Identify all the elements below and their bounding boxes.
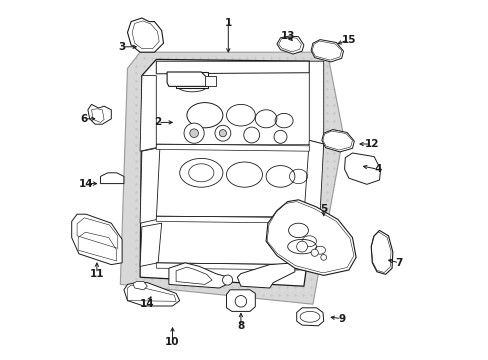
Text: 14: 14 bbox=[79, 179, 93, 189]
Polygon shape bbox=[204, 76, 215, 86]
Polygon shape bbox=[310, 40, 343, 62]
Polygon shape bbox=[101, 173, 123, 184]
Circle shape bbox=[296, 241, 307, 252]
Polygon shape bbox=[303, 140, 323, 216]
Polygon shape bbox=[120, 52, 343, 304]
Polygon shape bbox=[140, 76, 156, 151]
Circle shape bbox=[215, 125, 230, 141]
Circle shape bbox=[189, 129, 198, 138]
Polygon shape bbox=[156, 144, 309, 151]
Polygon shape bbox=[237, 263, 294, 288]
Text: 3: 3 bbox=[118, 42, 125, 52]
Polygon shape bbox=[321, 130, 354, 152]
Polygon shape bbox=[168, 263, 230, 288]
Text: 7: 7 bbox=[395, 258, 402, 268]
Text: 13: 13 bbox=[280, 31, 294, 41]
Circle shape bbox=[273, 130, 286, 143]
Circle shape bbox=[244, 127, 259, 143]
Polygon shape bbox=[309, 61, 323, 144]
Polygon shape bbox=[88, 104, 111, 124]
Circle shape bbox=[320, 255, 326, 260]
Circle shape bbox=[219, 130, 226, 137]
Polygon shape bbox=[127, 18, 163, 52]
Polygon shape bbox=[156, 61, 309, 74]
Text: 5: 5 bbox=[320, 204, 326, 214]
Text: 15: 15 bbox=[341, 35, 355, 45]
Polygon shape bbox=[140, 59, 323, 286]
Polygon shape bbox=[226, 290, 255, 311]
Polygon shape bbox=[72, 214, 122, 265]
Circle shape bbox=[310, 249, 318, 256]
Text: 1: 1 bbox=[224, 18, 231, 28]
Text: 11: 11 bbox=[89, 269, 104, 279]
Text: 10: 10 bbox=[165, 337, 180, 347]
Text: 9: 9 bbox=[337, 314, 345, 324]
Polygon shape bbox=[140, 223, 162, 266]
Polygon shape bbox=[176, 72, 208, 88]
Circle shape bbox=[183, 123, 204, 143]
Text: 8: 8 bbox=[237, 321, 244, 331]
Text: 12: 12 bbox=[365, 139, 379, 149]
Text: 14: 14 bbox=[140, 299, 154, 309]
Text: 4: 4 bbox=[373, 164, 381, 174]
Polygon shape bbox=[265, 200, 355, 275]
Polygon shape bbox=[140, 148, 160, 223]
Polygon shape bbox=[156, 263, 309, 270]
Polygon shape bbox=[344, 153, 380, 184]
Circle shape bbox=[222, 275, 232, 285]
Polygon shape bbox=[133, 282, 147, 290]
Text: 6: 6 bbox=[81, 114, 88, 124]
Circle shape bbox=[235, 296, 246, 307]
Polygon shape bbox=[296, 308, 323, 326]
Polygon shape bbox=[296, 212, 320, 270]
Polygon shape bbox=[276, 36, 303, 54]
Polygon shape bbox=[156, 216, 309, 223]
Polygon shape bbox=[370, 230, 392, 274]
Polygon shape bbox=[123, 283, 179, 306]
Polygon shape bbox=[167, 72, 206, 86]
Text: 2: 2 bbox=[154, 117, 162, 127]
